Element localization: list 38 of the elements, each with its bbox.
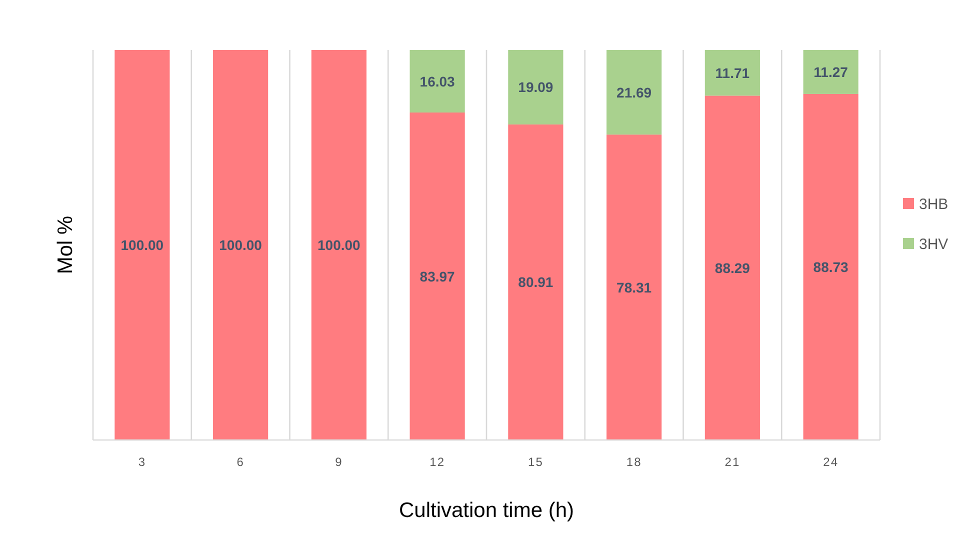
- data-label: 88.73: [813, 258, 849, 275]
- data-label: 80.91: [518, 274, 554, 290]
- x-tick-label: 6: [236, 454, 244, 469]
- data-label: 11.71: [715, 64, 750, 81]
- data-label: 11.27: [814, 64, 848, 80]
- bar: [606, 134, 662, 440]
- x-tick-label: 21: [724, 454, 740, 469]
- bar: [803, 50, 858, 94]
- x-tick-label: 15: [528, 454, 544, 469]
- data-label: 100.00: [219, 237, 262, 253]
- bar: [114, 50, 170, 440]
- bar: [704, 50, 760, 96]
- bar: [410, 50, 465, 113]
- data-label: 100.00: [318, 237, 361, 253]
- x-tick-label: 9: [335, 454, 343, 469]
- bar: [311, 50, 366, 440]
- bar: [410, 112, 465, 440]
- y-axis-title: Mol %: [54, 216, 77, 274]
- x-axis-title: Cultivation time (h): [398, 499, 574, 522]
- data-label: 78.31: [616, 279, 652, 296]
- x-tick-label: 18: [626, 454, 642, 469]
- x-tick-label: 12: [430, 454, 445, 469]
- x-tick-label: 24: [823, 454, 838, 469]
- data-label: 83.97: [420, 268, 456, 284]
- bar: [508, 124, 564, 440]
- legend-label: 3HB: [919, 196, 948, 213]
- bar: [606, 50, 662, 135]
- data-label: 88.29: [714, 260, 750, 276]
- bar: [803, 94, 858, 440]
- data-label: 100.00: [120, 237, 164, 253]
- data-label: 21.69: [616, 84, 652, 100]
- data-label: 19.09: [518, 79, 554, 96]
- bar: [508, 50, 564, 124]
- data-label: 16.03: [420, 73, 456, 90]
- x-tick-label: 3: [138, 454, 146, 469]
- legend-label: 3HV: [919, 236, 948, 253]
- bar: [704, 96, 760, 440]
- bar: [213, 50, 268, 440]
